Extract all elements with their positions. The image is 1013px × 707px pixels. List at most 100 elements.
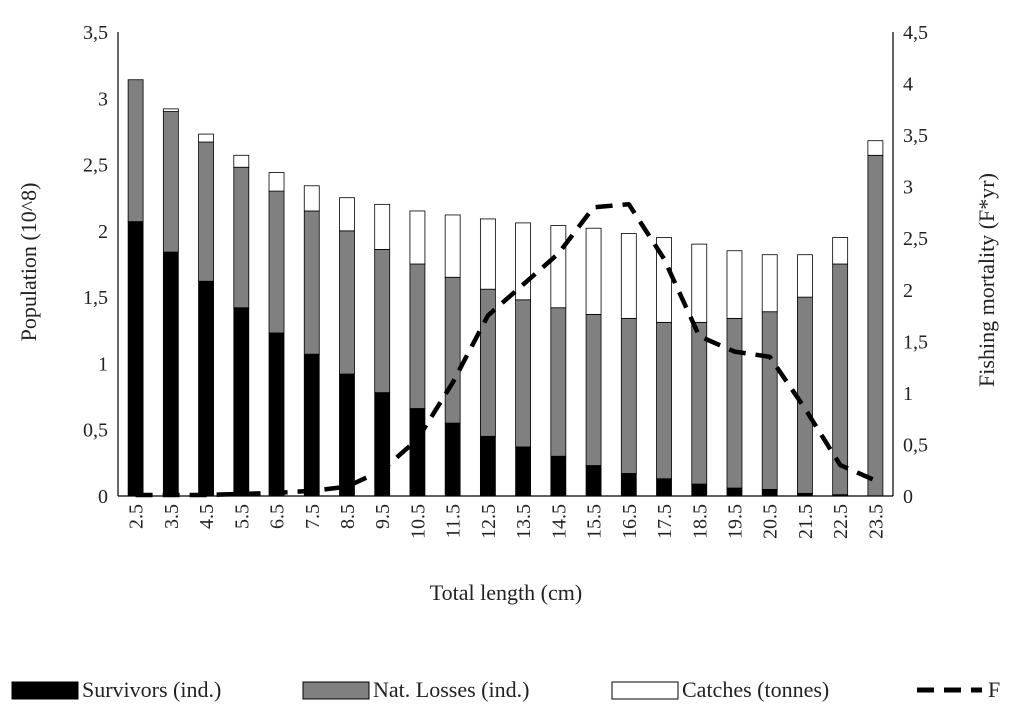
x-tick-label: 12.5	[478, 504, 500, 539]
f-series-line	[135, 201, 877, 498]
y2-tick-label: 1,5	[903, 331, 928, 353]
y2-tick-label: 1	[903, 383, 913, 405]
bar-catches-19.5	[726, 250, 743, 319]
y2-tick-label: 0	[903, 486, 913, 508]
legend-label-catches: Catches (tonnes)	[682, 677, 829, 702]
bar-catches-12.5	[479, 218, 496, 290]
x-tick-label: 14.5	[548, 504, 570, 539]
bar-survivors-5.5	[233, 307, 250, 497]
x-tick-label: 15.5	[584, 504, 606, 539]
f-line-layer	[135, 201, 877, 498]
bar-survivors-16.5	[620, 473, 637, 497]
bar-nat-losses-18.5	[691, 321, 708, 485]
x-tick-label: 7.5	[302, 504, 324, 529]
bar-survivors-14.5	[550, 455, 567, 497]
y2-tick-label: 3,5	[903, 125, 928, 147]
bar-survivors-12.5	[479, 435, 496, 497]
bar-survivors-2.5	[127, 221, 144, 497]
x-tick-label: 22.5	[830, 504, 852, 539]
bar-nat-losses-6.5	[268, 190, 285, 334]
bar-nat-losses-4.5	[198, 141, 214, 282]
bar-catches-10.5	[409, 210, 426, 265]
bar-nat-losses-17.5	[656, 321, 672, 480]
bar-survivors-18.5	[691, 483, 708, 497]
bar-nat-losses-15.5	[585, 313, 602, 466]
x-tick-label: 19.5	[724, 504, 746, 539]
x-tick-label: 8.5	[337, 504, 359, 529]
bar-catches-7.5	[303, 185, 320, 212]
y-tick-label: 3,5	[83, 22, 108, 44]
bar-catches-14.5	[550, 225, 567, 309]
x-tick-label: 18.5	[689, 504, 711, 539]
bar-catches-15.5	[585, 227, 602, 315]
bar-nat-losses-13.5	[515, 299, 532, 448]
bar-nat-losses-14.5	[550, 307, 567, 457]
y-axis-title: Population (10^8)	[16, 183, 41, 342]
bar-nat-losses-5.5	[233, 166, 250, 309]
y-tick-label: 0	[98, 486, 108, 508]
legend: Survivors (ind.) Nat. Losses (ind.) Catc…	[11, 677, 1000, 702]
axes-layer	[117, 32, 894, 497]
bar-survivors-19.5	[726, 487, 743, 497]
x-tick-label: 10.5	[407, 504, 429, 539]
legend-label-f: F	[988, 677, 1000, 702]
bar-catches-3.5	[162, 108, 179, 112]
y2-tick-label: 4,5	[903, 22, 928, 44]
y2-tick-label: 2	[903, 280, 913, 302]
legend-swatch-survivors	[11, 681, 79, 700]
bar-nat-losses-21.5	[797, 296, 813, 494]
legend-label-nat-losses: Nat. Losses (ind.)	[373, 677, 529, 702]
bar-nat-losses-9.5	[374, 249, 391, 393]
bar-nat-losses-20.5	[761, 311, 778, 490]
y2-tick-label: 0,5	[903, 434, 928, 456]
bar-survivors-6.5	[268, 332, 285, 497]
bar-catches-23.5	[867, 140, 884, 156]
bar-nat-losses-2.5	[127, 79, 144, 222]
bar-catches-8.5	[339, 197, 355, 232]
bar-catches-9.5	[374, 203, 391, 250]
x-tick-label: 16.5	[619, 504, 641, 539]
bar-catches-5.5	[233, 154, 250, 168]
bar-nat-losses-11.5	[444, 276, 461, 424]
legend-label-survivors: Survivors (ind.)	[82, 677, 221, 702]
y-tick-label: 2	[98, 221, 108, 243]
bar-catches-6.5	[268, 172, 285, 192]
x-tick-labels: 2.5 3.5 4.5 5.5 6.5 7.5 8.5 9.5 10.5 11.5 12.5 13.5…	[126, 504, 888, 539]
x-axis-title: Total length (cm)	[430, 580, 582, 605]
y-tick-label: 1	[98, 353, 108, 375]
x-tick-label: 6.5	[267, 504, 289, 529]
bar-catches-21.5	[797, 254, 813, 298]
right-tick-labels: 0 0,5 1 1,5 2 2,5 3 3,5 4 4,5	[903, 22, 928, 508]
bar-nat-losses-3.5	[162, 111, 179, 253]
left-tick-labels: 0 0,5 1 1,5 2 2,5 3 3,5	[83, 22, 108, 508]
bar-survivors-15.5	[585, 465, 602, 497]
bar-catches-16.5	[620, 233, 637, 319]
y2-tick-label: 3	[903, 177, 913, 199]
bar-survivors-11.5	[444, 422, 461, 497]
bar-catches-20.5	[761, 254, 778, 313]
y2-axis-title: Fishing mortality (F*yr)	[974, 173, 999, 387]
bar-catches-13.5	[515, 222, 532, 301]
bar-catches-22.5	[832, 237, 849, 265]
bar-survivors-4.5	[198, 280, 214, 497]
x-tick-label: 11.5	[443, 504, 465, 538]
x-tick-label: 17.5	[654, 504, 676, 539]
x-tick-label: 3.5	[161, 504, 183, 529]
bar-nat-losses-7.5	[303, 210, 320, 355]
bar-nat-losses-10.5	[409, 263, 426, 409]
bar-survivors-13.5	[515, 446, 532, 497]
bar-survivors-3.5	[162, 251, 179, 497]
bar-survivors-7.5	[303, 353, 320, 497]
bar-catches-11.5	[444, 214, 461, 278]
legend-swatch-nat-losses	[302, 681, 370, 700]
bars-layer	[127, 79, 884, 497]
bar-survivors-10.5	[409, 408, 426, 497]
bar-survivors-9.5	[374, 392, 391, 497]
y2-tick-label: 4	[903, 74, 913, 96]
y-tick-label: 2,5	[83, 155, 108, 177]
x-tick-label: 9.5	[372, 504, 394, 529]
y-tick-label: 1,5	[83, 287, 108, 309]
x-tick-label: 20.5	[760, 504, 782, 539]
x-tick-label: 23.5	[865, 504, 887, 539]
